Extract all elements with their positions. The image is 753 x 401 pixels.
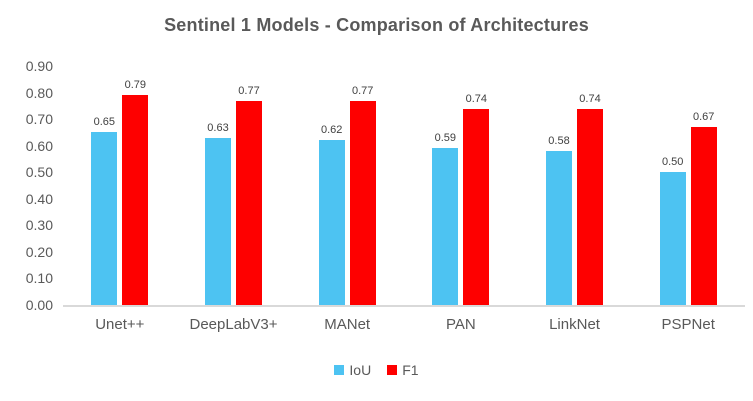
bar-value-label: 0.79 xyxy=(124,79,147,92)
plot-column: 0.65 0.79 0.63 0.77 0.62 0.77 0.59 0.74 0.58 0.74… xyxy=(63,66,745,333)
bar-iou: 0.50 xyxy=(659,156,686,305)
bar-f1: 0.77 xyxy=(349,85,376,305)
x-axis-category-label: DeepLabV3+ xyxy=(189,316,278,333)
bar-value-label: 0.74 xyxy=(465,92,488,105)
bar-value-label: 0.77 xyxy=(238,84,260,97)
chart-title: Sentinel 1 Models - Comparison of Archit… xyxy=(164,15,589,35)
y-axis-tick-label: 0.60 xyxy=(25,137,53,154)
y-axis-tick-label: 0.00 xyxy=(25,297,53,313)
bar-iou: 0.63 xyxy=(205,122,231,305)
chart-body: 0.90 0.80 0.70 0.60 0.50 0.40 0.30 0.20 0.10 0.00… xyxy=(0,58,753,333)
y-axis-tick-label: 0.80 xyxy=(25,84,53,101)
x-axis-category-label: MANet xyxy=(324,316,371,333)
x-axis-category-label: Unet++ xyxy=(95,316,145,333)
bar-f1: 0.77 xyxy=(236,85,262,305)
bar-iou: 0.58 xyxy=(546,135,573,305)
bar-group: 0.59 0.74 xyxy=(404,66,518,305)
legend: IoU F1 xyxy=(0,362,753,378)
bar-value-label: 0.77 xyxy=(351,84,374,97)
bar-f1: 0.79 xyxy=(122,79,149,305)
bar-value-label: 0.62 xyxy=(320,124,343,137)
bar-value-label: 0.63 xyxy=(207,121,229,134)
legend-item-iou: IoU xyxy=(334,362,371,378)
y-axis: 0.90 0.80 0.70 0.60 0.50 0.40 0.30 0.20 0.10 0.00 xyxy=(0,58,63,313)
bar-value-label: 0.59 xyxy=(434,132,457,145)
legend-label: IoU xyxy=(349,362,372,378)
bar-value-label: 0.65 xyxy=(93,116,116,129)
bar-iou: 0.59 xyxy=(432,132,459,305)
y-axis-tick-label: 0.30 xyxy=(25,217,53,234)
legend-swatch-f1 xyxy=(387,365,398,375)
y-axis-tick-label: 0.70 xyxy=(25,111,53,128)
bar-value-label: 0.67 xyxy=(692,111,715,124)
x-axis-category-label: PSPNet xyxy=(661,316,715,333)
bar-f1: 0.67 xyxy=(690,111,717,305)
bar-iou: 0.65 xyxy=(91,116,118,305)
bar-f1: 0.74 xyxy=(577,93,604,305)
bar-f1: 0.74 xyxy=(463,93,490,305)
bar-value-label: 0.50 xyxy=(661,156,684,169)
legend-swatch-iou xyxy=(334,365,345,375)
y-axis-tick-label: 0.90 xyxy=(25,58,53,74)
x-axis-labels: Unet++ DeepLabV3+ MANet PAN LinkNet PSPNet xyxy=(63,316,745,333)
legend-label: F1 xyxy=(402,362,419,378)
bar-group: 0.58 0.74 xyxy=(518,66,632,305)
bar-iou: 0.62 xyxy=(318,124,345,305)
y-axis-tick-label: 0.10 xyxy=(25,270,53,287)
y-axis-tick-label: 0.40 xyxy=(25,190,53,207)
bar-value-label: 0.74 xyxy=(579,92,601,105)
bar-group: 0.65 0.79 xyxy=(63,66,177,305)
bar-value-label: 0.58 xyxy=(548,134,570,147)
x-axis-category-label: LinkNet xyxy=(549,316,600,333)
y-axis-tick-label: 0.20 xyxy=(25,243,53,260)
legend-item-f1: F1 xyxy=(387,362,419,378)
bar-group: 0.63 0.77 xyxy=(177,66,291,305)
plot-area: 0.65 0.79 0.63 0.77 0.62 0.77 0.59 0.74 0.58 0.74… xyxy=(63,66,745,307)
bar-group: 0.50 0.67 xyxy=(631,66,745,305)
x-axis-category-label: PAN xyxy=(445,316,476,333)
bar-group: 0.62 0.77 xyxy=(290,66,404,305)
y-axis-tick-label: 0.50 xyxy=(25,164,53,181)
